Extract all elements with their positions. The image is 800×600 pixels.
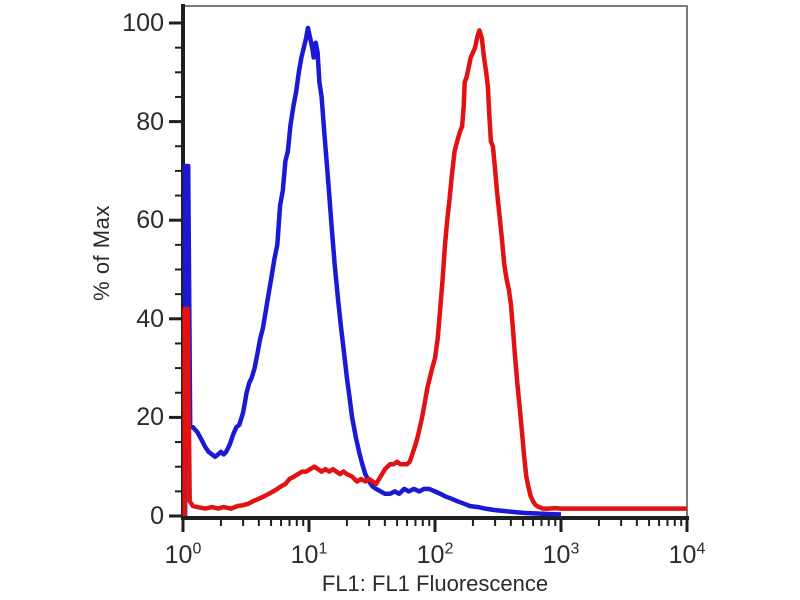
x-tick-label-10e3: 103 [542,540,580,569]
y-tick-label-80: 80 [136,107,164,136]
y-tick-label-60: 60 [136,206,164,235]
x-tick-label-10e0: 100 [164,540,202,569]
x-tick-exponent: 3 [570,540,580,558]
x-tick-exponent: 4 [696,540,706,558]
y-tick-label-20: 20 [136,403,164,432]
blue-histogram-curve [182,25,562,517]
x-tick-exponent: 2 [444,540,454,558]
red-histogram-curve [182,28,687,516]
x-tick-exponent: 1 [318,540,328,558]
x-tick-label-10e2: 102 [416,540,454,569]
x-tick-label-10e4: 104 [668,540,706,569]
y-tick-label-0: 0 [150,502,164,530]
x-tick-label-10e1: 101 [290,540,328,569]
y-tick-label-40: 40 [136,304,164,333]
y-tick-label-100: 100 [122,9,164,37]
x-tick-exponent: 0 [192,540,202,558]
x-axis-title: FL1: FL1 Fluorescence [321,571,549,596]
